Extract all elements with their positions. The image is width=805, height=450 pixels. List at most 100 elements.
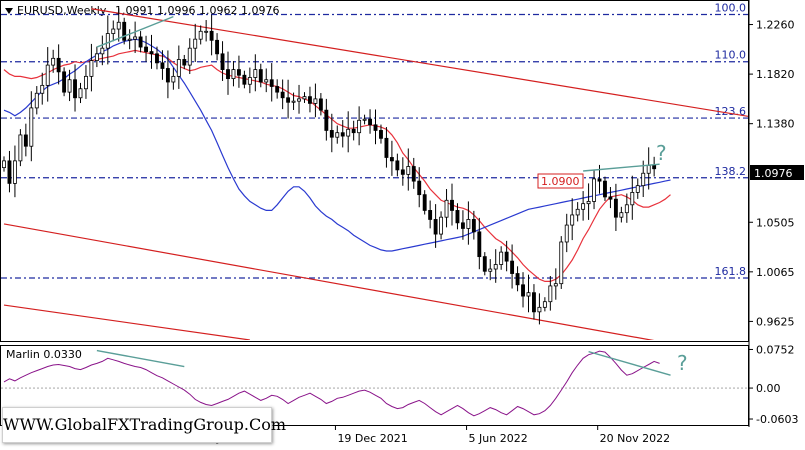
indicator-divergence-line: [96, 349, 185, 368]
symbol-header: EURUSD,Weekly 1.0991 1.0996 1.0962 1.097…: [5, 4, 279, 17]
divergence-lines: [96, 15, 660, 172]
indicator-label: Marlin 0.0330: [6, 348, 82, 361]
candle-body: [526, 292, 531, 297]
candle-body: [226, 69, 230, 80]
candle-body: [275, 86, 280, 93]
candle-body: [373, 124, 378, 131]
candle-body: [176, 59, 181, 77]
candle-body: [553, 283, 558, 287]
candle-body: [155, 53, 159, 64]
fib-level-label: 138.2: [715, 165, 747, 178]
candle-body: [12, 160, 17, 184]
ohlc-label: 1.0991 1.0996 1.0962 1.0976: [115, 4, 279, 17]
candle-body: [78, 88, 83, 99]
candle-body: [444, 199, 449, 218]
candle-body: [231, 69, 236, 80]
candle-body: [455, 210, 460, 224]
candle-body: [236, 69, 241, 76]
candle-body: [23, 134, 28, 147]
marlin-oscillator: [1, 349, 748, 417]
candle-body: [493, 264, 498, 270]
watermark: WWW.GlobalFXTradingGroup.Com: [2, 407, 286, 443]
price-pane-frame: [0, 0, 749, 342]
channel-line-bottom: [3, 304, 250, 340]
candle-body: [521, 284, 525, 297]
candle-body: [7, 160, 12, 184]
candle-body: [433, 219, 438, 235]
candle-body: [280, 91, 285, 99]
candle-body: [466, 219, 471, 229]
price-axis-label: 1.1820: [756, 68, 795, 81]
candle-body: [608, 196, 613, 200]
candle-body: [357, 119, 362, 134]
current-price-label: 1.0976: [754, 167, 793, 180]
collapse-arrow-icon[interactable]: [5, 8, 13, 14]
candle-body: [100, 47, 105, 55]
marlin-line: [3, 350, 660, 417]
indicator-axis-label: 0.0752: [756, 343, 795, 356]
candle-body: [160, 62, 165, 69]
symbol-label: EURUSD,Weekly: [17, 4, 107, 17]
candle-body: [220, 53, 225, 71]
fib-level-label: 110.0: [715, 49, 747, 62]
candle-body: [171, 75, 176, 83]
candle-body: [149, 51, 154, 55]
candle-body: [417, 180, 422, 196]
candle-body: [477, 231, 482, 258]
candle-body: [133, 36, 138, 40]
candle-body: [73, 79, 77, 99]
candle-body: [297, 98, 301, 102]
candle-body: [346, 128, 351, 137]
candle-body: [182, 59, 187, 66]
candle-body: [389, 157, 394, 162]
candle-body: [253, 69, 258, 78]
candle-body: [335, 132, 340, 138]
question-annotation: ?: [656, 141, 667, 165]
channel-line-lower: [3, 223, 655, 340]
candle-body: [302, 96, 307, 100]
candle-body: [450, 199, 454, 211]
svg-text:1.0900: 1.0900: [541, 175, 580, 188]
price-axis-label: 0.9625: [756, 315, 795, 328]
candle-body: [165, 68, 170, 83]
candle-body: [406, 166, 411, 175]
candle-body: [84, 75, 88, 90]
candle-body: [619, 212, 624, 218]
candle-body: [646, 164, 651, 174]
fib-level-label: 100.0: [715, 2, 747, 15]
candle-body: [542, 301, 547, 308]
candle-body: [428, 210, 433, 220]
candle-body: [460, 222, 465, 229]
candle-body: [641, 172, 646, 187]
candle-body: [144, 46, 148, 52]
fib-level-label: 161.8: [715, 265, 747, 278]
candle-body: [62, 71, 67, 93]
candle-body: [116, 21, 121, 30]
candle-body: [187, 47, 192, 66]
candle-body: [193, 38, 198, 49]
candle-body: [592, 178, 596, 202]
time-axis-label: 5 Jun 2022: [469, 432, 528, 445]
candle-body: [45, 64, 50, 86]
candle-body: [515, 273, 520, 286]
candle-body: [379, 130, 383, 139]
candle-body: [247, 77, 252, 85]
candle-body: [67, 79, 72, 93]
candle-body: [40, 84, 45, 94]
candle-body: [204, 30, 209, 33]
candle-body: [324, 109, 329, 131]
candle-body: [384, 137, 389, 158]
candle-body: [94, 53, 99, 61]
candle-body: [411, 166, 416, 182]
candle-body: [198, 30, 203, 40]
time-axis-label: 19 Dec 2021: [337, 432, 407, 445]
candle-body: [308, 96, 312, 104]
price-axis: 1.2260 1.1820 1.1380 1.0505 1.0065 0.9625: [749, 19, 795, 328]
candle-body: [18, 134, 23, 162]
candle-body: [537, 306, 542, 313]
candle-body: [488, 268, 493, 272]
candle-body: [2, 160, 6, 169]
